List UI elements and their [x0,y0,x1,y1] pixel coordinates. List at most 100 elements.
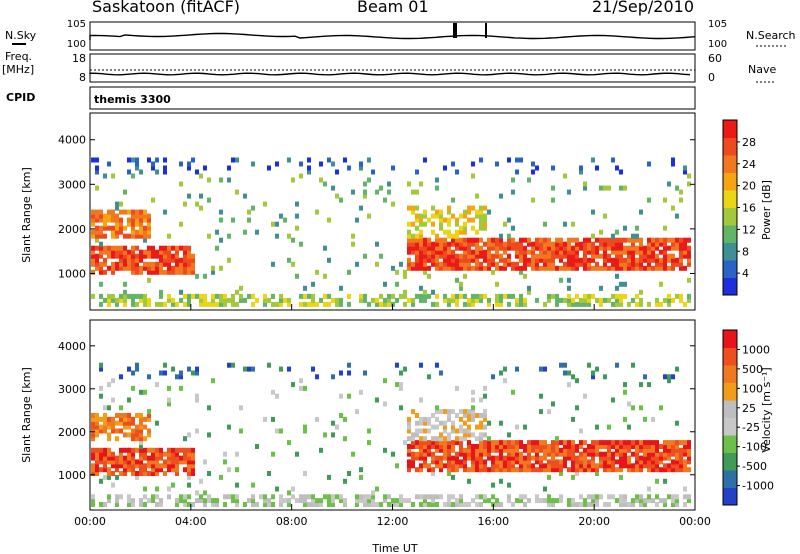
data-cell [159,293,163,299]
data-cell [415,189,419,195]
data-cell [635,463,639,469]
data-cell [571,245,575,251]
data-cell [99,366,103,372]
data-cell [607,502,611,507]
data-cell [427,374,431,380]
data-cell [427,217,431,223]
data-cell [447,467,451,473]
data-cell [579,257,583,263]
data-cell [547,459,551,465]
data-cell [451,428,455,434]
data-cell [563,444,567,449]
data-cell [271,301,275,307]
data-cell [479,424,483,430]
data-cell [251,494,255,500]
data-cell [291,261,295,267]
data-cell [603,459,607,465]
data-cell [563,455,567,461]
data-cell [103,424,107,430]
data-cell [167,463,171,469]
data-cell [95,420,99,426]
data-cell [107,455,111,461]
data-cell [419,397,423,403]
data-cell [663,440,667,446]
data-cell [619,467,623,473]
data-cell [95,169,99,175]
data-cell [451,467,455,473]
data-cell [615,301,619,307]
data-cell [611,293,615,299]
data-cell [583,237,587,243]
data-cell [567,241,571,247]
data-cell [347,370,351,376]
data-cell [667,257,671,263]
data-cell [595,447,599,453]
data-cell [151,463,155,469]
data-cell [619,169,623,175]
data-cell [427,253,431,259]
data-cell [127,257,131,263]
data-cell [131,225,135,231]
data-cell [171,265,175,271]
data-cell [551,165,555,171]
data-cell [671,205,675,211]
data-cell [439,265,443,271]
data-cell [627,245,631,251]
data-cell [627,301,631,307]
data-cell [679,197,683,203]
data-cell [263,498,267,504]
data-cell [635,494,639,500]
data-cell [239,405,243,411]
data-cell [671,447,675,453]
data-cell [447,409,451,415]
data-cell [367,502,371,507]
data-cell [215,502,219,507]
data-cell [667,447,671,453]
data-cell [339,297,343,303]
data-cell [235,467,239,473]
data-cell [447,297,451,303]
data-cell [455,413,459,418]
data-cell [463,432,467,438]
data-cell [475,265,479,271]
data-cell [615,253,619,259]
data-cell [555,237,559,243]
data-cell [559,494,563,500]
data-cell [139,424,143,430]
data-cell [255,297,259,303]
data-cell [95,447,99,453]
data-cell [271,221,275,227]
data-cell [127,249,131,255]
data-cell [363,253,367,259]
data-cell [527,447,531,453]
data-cell [687,297,691,303]
data-cell [559,471,563,476]
data-cell [511,225,515,231]
data-cell [411,451,415,457]
data-cell [139,169,143,175]
data-cell [115,201,119,207]
colorbar-segment [723,207,737,226]
data-cell [455,440,459,446]
data-cell [319,177,323,183]
data-cell [631,440,635,446]
data-cell [619,245,623,251]
data-cell [655,241,659,247]
data-cell [619,237,623,243]
data-cell [231,217,235,223]
data-cell [463,502,467,507]
data-cell [223,459,227,465]
colorbar-segment [723,382,737,401]
data-cell [619,241,623,247]
data-cell [379,293,383,299]
data-cell [467,478,471,484]
data-cell [523,447,527,453]
data-cell [195,370,199,376]
data-cell [499,245,503,251]
data-cell [107,416,111,422]
data-cell [687,253,691,259]
data-cell [435,261,439,267]
data-cell [639,498,643,504]
data-cell [271,261,275,267]
data-cell [659,455,663,461]
